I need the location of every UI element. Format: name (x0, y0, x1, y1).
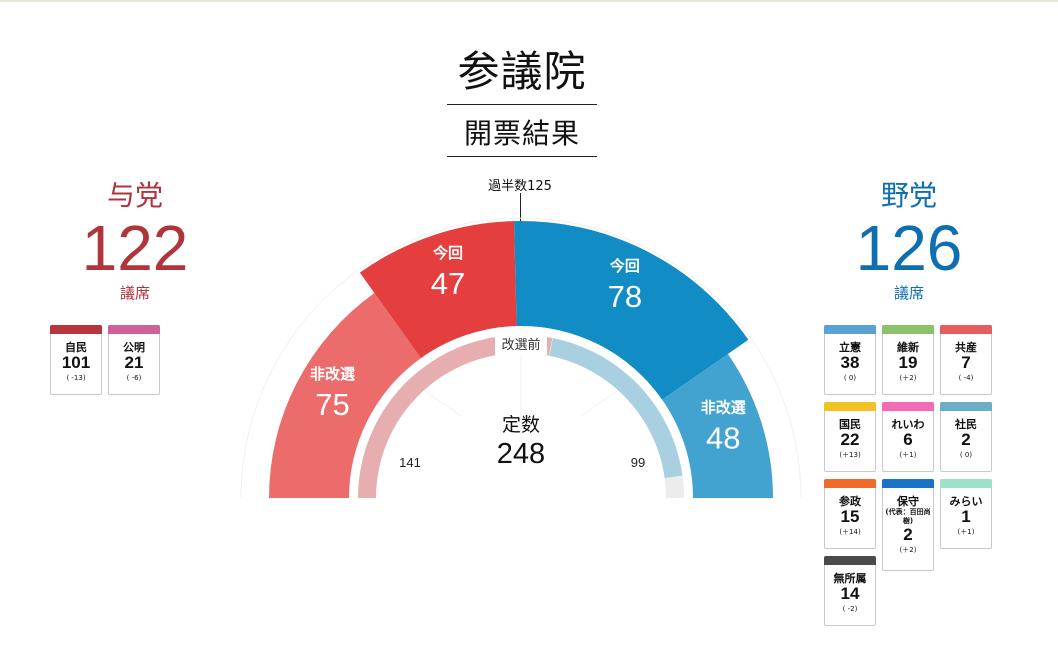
party-card-opposition-6[interactable]: 参政 15 (＋14) (824, 479, 876, 549)
party-name: 共産 (955, 341, 977, 354)
party-color-bar (108, 325, 160, 334)
party-card-opposition-7[interactable]: 保守 (代表：百田尚樹) 2 (＋2) (882, 479, 934, 571)
party-color-bar (940, 479, 992, 488)
page-subtitle: 開票結果 (463, 117, 580, 150)
page-title: 参議院 (457, 47, 587, 96)
party-seats: 19 (898, 353, 918, 372)
party-card-opposition-2[interactable]: 共産 7 ( -4) (940, 325, 992, 395)
majority-marker-line (520, 193, 521, 222)
party-color-bar (882, 479, 934, 488)
opposition-unchanged-value: 48 (706, 421, 740, 456)
party-change: (＋13) (839, 451, 861, 459)
party-change: ( 0) (959, 451, 973, 459)
party-card-opposition-3[interactable]: 国民 22 (＋13) (824, 402, 876, 472)
party-change: ( -6) (126, 374, 142, 382)
before-vacancy-segment (664, 475, 684, 498)
party-color-bar (824, 556, 876, 565)
party-change: ( -13) (66, 374, 86, 382)
opposition-unchanged-segment (662, 354, 773, 498)
party-name: れいわ (891, 418, 925, 431)
party-change: ( -2) (842, 605, 858, 613)
ruling-this-election-value: 47 (431, 266, 465, 301)
party-color-bar (824, 402, 876, 411)
party-name: 自民 (65, 341, 87, 354)
ruling-this-election-segment (359, 221, 517, 359)
party-change: (＋14) (839, 528, 861, 536)
party-name: 社民 (955, 418, 977, 431)
party-seats: 7 (961, 353, 971, 372)
party-color-bar (50, 325, 102, 334)
ruling-unchanged-value: 75 (315, 387, 349, 422)
opposition-unchanged-label: 非改選 (701, 399, 746, 417)
opposition-this-election-segment (513, 220, 749, 400)
before-gap (548, 338, 553, 356)
party-color-bar (882, 325, 934, 334)
party-name: 保守 (897, 495, 919, 508)
party-card-opposition-0[interactable]: 立憲 38 ( 0) (824, 325, 876, 395)
party-seats: 21 (124, 353, 144, 372)
ruling-before-value: 141 (399, 455, 421, 470)
party-change: ( -4) (958, 374, 974, 382)
party-color-bar (882, 402, 934, 411)
party-change: (＋1) (957, 528, 975, 536)
party-seats: 22 (840, 430, 860, 449)
party-change: (＋2) (899, 374, 917, 382)
party-name: 維新 (897, 341, 919, 354)
ruling-unchanged-segment (269, 293, 421, 498)
party-card-ruling-1[interactable]: 公明 21 ( -6) (108, 325, 160, 395)
opposition-before-value: 99 (631, 455, 645, 470)
opposition-bloc-total: 126 (855, 212, 963, 284)
party-name: 参政 (839, 495, 861, 508)
ruling-unchanged-label: 非改選 (310, 365, 355, 383)
party-change: ( 0) (843, 374, 857, 382)
opposition-bloc-name: 野党 (880, 179, 937, 212)
party-seats: 2 (961, 430, 971, 449)
party-seats: 101 (61, 353, 91, 372)
party-card-opposition-9[interactable]: 無所属 14 ( -2) (824, 556, 876, 626)
opposition-bloc-unit: 議席 (893, 284, 924, 302)
party-name: 無所属 (833, 572, 867, 585)
party-color-bar (824, 479, 876, 488)
title-divider-bottom (447, 156, 597, 157)
top-border (0, 0, 1058, 2)
party-card-ruling-0[interactable]: 自民 101 ( -13) (50, 325, 102, 395)
guide-arc (240, 217, 802, 499)
opposition-this-election-value: 78 (608, 279, 642, 314)
party-seats: 6 (903, 430, 913, 449)
party-note: (代表：百田尚樹) (885, 508, 931, 525)
party-color-bar (940, 325, 992, 334)
party-change: (＋1) (899, 451, 917, 459)
party-name: 立憲 (839, 341, 861, 354)
ruling-bloc-name: 与党 (106, 179, 163, 212)
opposition-before-segment (548, 338, 683, 479)
party-seats: 15 (840, 507, 860, 526)
ruling-this-election-label: 今回 (432, 244, 463, 262)
before-label-bg (495, 333, 547, 355)
before-label: 改選前 (501, 337, 540, 352)
party-card-opposition-8[interactable]: みらい 1 (＋1) (940, 479, 992, 549)
total-value: 248 (497, 438, 545, 470)
party-name: 公明 (123, 341, 145, 354)
party-color-bar (824, 325, 876, 334)
party-seats: 14 (840, 584, 860, 603)
party-card-opposition-4[interactable]: れいわ 6 (＋1) (882, 402, 934, 472)
party-seats: 1 (961, 507, 971, 526)
party-name: みらい (949, 495, 983, 508)
party-card-opposition-1[interactable]: 維新 19 (＋2) (882, 325, 934, 395)
party-card-opposition-5[interactable]: 社民 2 ( 0) (940, 402, 992, 472)
majority-label: 過半数125 (488, 179, 552, 194)
title-divider-top (447, 104, 597, 105)
party-change: (＋2) (899, 546, 917, 554)
party-seats: 2 (903, 525, 913, 544)
ruling-bloc-total: 122 (81, 212, 189, 284)
total-label: 定数 (502, 414, 540, 436)
party-color-bar (940, 402, 992, 411)
party-name: 国民 (839, 418, 861, 431)
ruling-bloc-unit: 議席 (119, 284, 150, 302)
party-seats: 38 (840, 353, 860, 372)
opposition-this-election-label: 今回 (609, 257, 640, 275)
